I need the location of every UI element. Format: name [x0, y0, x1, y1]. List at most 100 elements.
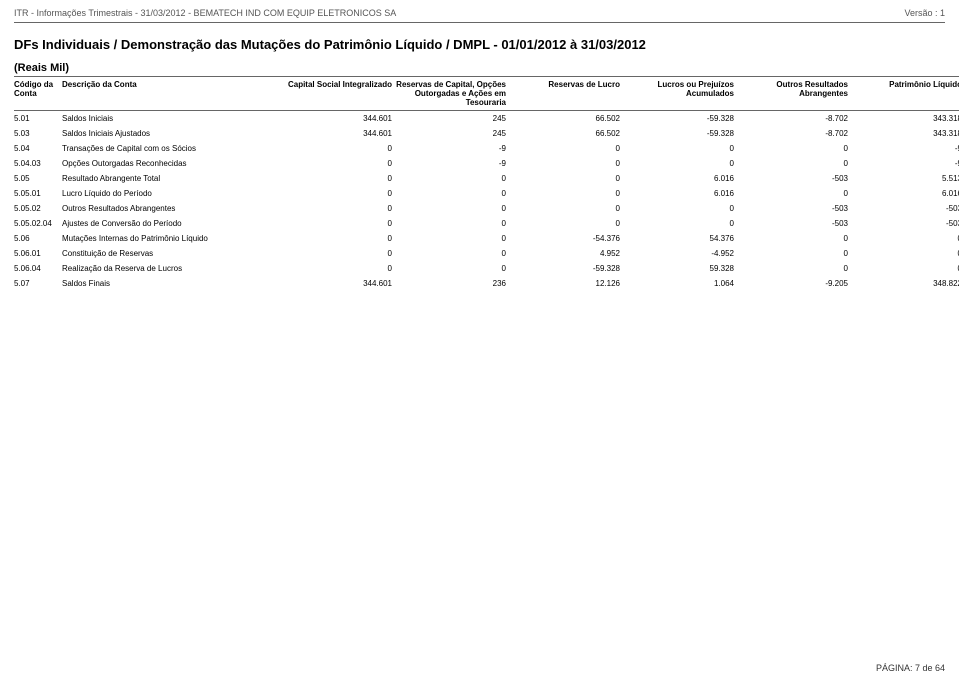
table-header-row: Código da Conta Descrição da Conta Capit…: [14, 77, 959, 111]
cell-value: 0: [510, 156, 624, 171]
cell-value: 1.064: [624, 276, 738, 291]
cell-value: 236: [396, 276, 510, 291]
cell-code: 5.01: [14, 111, 62, 127]
cell-code: 5.06.04: [14, 261, 62, 276]
cell-value: 0: [738, 246, 852, 261]
cell-code: 5.05.02.04: [14, 216, 62, 231]
cell-value: 0: [738, 141, 852, 156]
cell-desc: Mutações Internas do Patrimônio Líquido: [62, 231, 282, 246]
cell-value: 0: [282, 186, 396, 201]
page-title: DFs Individuais / Demonstração das Mutaç…: [14, 37, 945, 52]
cell-value: -59.328: [624, 126, 738, 141]
col-reservas-lucro: Reservas de Lucro: [510, 77, 624, 111]
cell-value: 0: [852, 246, 959, 261]
cell-value: 344.601: [282, 126, 396, 141]
cell-value: 4.952: [510, 246, 624, 261]
page: ITR - Informações Trimestrais - 31/03/20…: [0, 0, 959, 681]
cell-value: 0: [396, 246, 510, 261]
cell-code: 5.05: [14, 171, 62, 186]
cell-value: 0: [624, 201, 738, 216]
cell-value: 348.822: [852, 276, 959, 291]
cell-value: 343.318: [852, 111, 959, 127]
table-row: 5.07Saldos Finais344.60123612.1261.064-9…: [14, 276, 959, 291]
cell-value: -9: [396, 141, 510, 156]
cell-code: 5.04: [14, 141, 62, 156]
cell-value: -4.952: [624, 246, 738, 261]
table-row: 5.05.02Outros Resultados Abrangentes0000…: [14, 201, 959, 216]
dmpl-table: Código da Conta Descrição da Conta Capit…: [14, 76, 959, 291]
cell-value: 245: [396, 111, 510, 127]
cell-value: -503: [738, 216, 852, 231]
table-row: 5.01Saldos Iniciais344.60124566.502-59.3…: [14, 111, 959, 127]
cell-value: 59.328: [624, 261, 738, 276]
header-right: Versão : 1: [904, 8, 945, 18]
cell-value: 0: [396, 201, 510, 216]
table-row: 5.06Mutações Internas do Patrimônio Líqu…: [14, 231, 959, 246]
col-capital-social: Capital Social Integralizado: [282, 77, 396, 111]
cell-value: -8.702: [738, 111, 852, 127]
cell-value: 0: [624, 141, 738, 156]
cell-value: 0: [624, 216, 738, 231]
cell-value: 0: [396, 186, 510, 201]
cell-desc: Outros Resultados Abrangentes: [62, 201, 282, 216]
cell-value: 66.502: [510, 111, 624, 127]
cell-value: -54.376: [510, 231, 624, 246]
cell-desc: Lucro Líquido do Período: [62, 186, 282, 201]
cell-value: 0: [852, 231, 959, 246]
col-lucros-prejuizos: Lucros ou Prejuízos Acumulados: [624, 77, 738, 111]
cell-value: 0: [282, 171, 396, 186]
cell-value: 343.318: [852, 126, 959, 141]
cell-value: -9.205: [738, 276, 852, 291]
cell-value: -59.328: [624, 111, 738, 127]
cell-value: 0: [738, 261, 852, 276]
cell-value: 0: [510, 216, 624, 231]
cell-value: 6.016: [852, 186, 959, 201]
cell-value: 344.601: [282, 111, 396, 127]
cell-desc: Resultado Abrangente Total: [62, 171, 282, 186]
cell-value: 0: [282, 231, 396, 246]
cell-code: 5.05.01: [14, 186, 62, 201]
cell-value: -9: [396, 156, 510, 171]
col-reservas-capital: Reservas de Capital, Opções Outorgadas e…: [396, 77, 510, 111]
cell-value: 245: [396, 126, 510, 141]
table-body: 5.01Saldos Iniciais344.60124566.502-59.3…: [14, 111, 959, 292]
cell-value: 0: [396, 216, 510, 231]
col-outros-result: Outros Resultados Abrangentes: [738, 77, 852, 111]
cell-code: 5.07: [14, 276, 62, 291]
header-left: ITR - Informações Trimestrais - 31/03/20…: [14, 8, 396, 18]
header-rule: [14, 22, 945, 23]
cell-value: 6.016: [624, 171, 738, 186]
cell-value: 0: [282, 216, 396, 231]
cell-value: -8.702: [738, 126, 852, 141]
cell-value: 0: [282, 261, 396, 276]
cell-value: 0: [510, 201, 624, 216]
cell-code: 5.05.02: [14, 201, 62, 216]
col-codigo: Código da Conta: [14, 77, 62, 111]
table-row: 5.05Resultado Abrangente Total0006.016-5…: [14, 171, 959, 186]
cell-value: 0: [738, 231, 852, 246]
cell-code: 5.03: [14, 126, 62, 141]
col-descricao: Descrição da Conta: [62, 77, 282, 111]
table-row: 5.05.02.04Ajustes de Conversão do Períod…: [14, 216, 959, 231]
cell-value: 0: [396, 231, 510, 246]
cell-value: -503: [852, 216, 959, 231]
cell-value: 12.126: [510, 276, 624, 291]
cell-value: 0: [510, 186, 624, 201]
table-row: 5.04.03Opções Outorgadas Reconhecidas0-9…: [14, 156, 959, 171]
cell-value: 0: [624, 156, 738, 171]
page-footer: PÁGINA: 7 de 64: [876, 663, 945, 673]
cell-desc: Constituição de Reservas: [62, 246, 282, 261]
col-patrimonio: Patrimônio Líquido: [852, 77, 959, 111]
cell-value: 0: [510, 141, 624, 156]
cell-desc: Opções Outorgadas Reconhecidas: [62, 156, 282, 171]
cell-value: 6.016: [624, 186, 738, 201]
table-row: 5.06.01Constituição de Reservas004.952-4…: [14, 246, 959, 261]
cell-value: 0: [282, 246, 396, 261]
cell-value: 54.376: [624, 231, 738, 246]
cell-code: 5.06.01: [14, 246, 62, 261]
cell-value: 0: [852, 261, 959, 276]
cell-desc: Ajustes de Conversão do Período: [62, 216, 282, 231]
cell-value: 344.601: [282, 276, 396, 291]
cell-code: 5.04.03: [14, 156, 62, 171]
cell-value: -503: [738, 201, 852, 216]
